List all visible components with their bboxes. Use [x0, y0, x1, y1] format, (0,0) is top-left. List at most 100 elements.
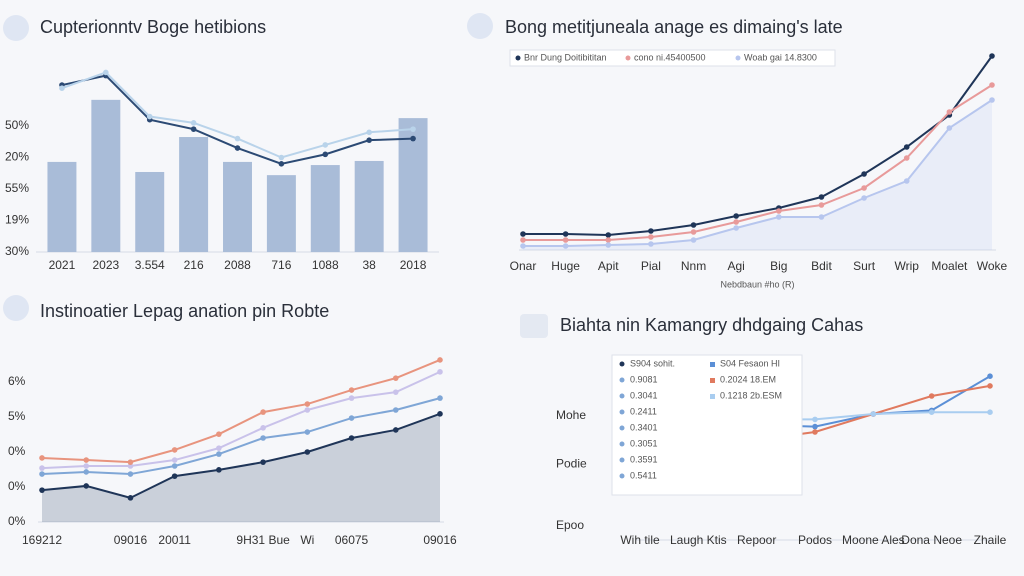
point — [520, 237, 526, 243]
x-tick-label: 06075 — [335, 533, 369, 547]
point — [103, 69, 109, 76]
point — [562, 237, 569, 243]
bar — [310, 165, 340, 252]
legend-marker — [515, 55, 521, 61]
x-tick-label: 09016 — [423, 533, 457, 547]
point — [260, 435, 266, 441]
point — [190, 120, 197, 126]
point — [39, 465, 45, 471]
point — [392, 427, 399, 433]
point — [322, 142, 329, 148]
icon — [3, 15, 29, 41]
point — [304, 449, 311, 455]
point — [127, 471, 134, 477]
legend-marker — [619, 473, 625, 479]
point — [278, 154, 285, 161]
icon — [3, 295, 29, 321]
x-tick-label: 169212 — [22, 533, 62, 547]
x-tick-label: Podos — [798, 533, 832, 547]
x-tick-label: 716 — [271, 258, 291, 272]
x-tick-label: Big — [770, 259, 787, 273]
y-tick-label: 0% — [8, 514, 26, 528]
point — [83, 469, 90, 475]
point — [39, 487, 45, 493]
x-tick-label: 2021 — [49, 258, 76, 272]
line — [41, 412, 441, 499]
point — [818, 194, 825, 200]
point — [216, 467, 222, 473]
chart-title: Bong metitjuneala anage es dimaing's lat… — [505, 17, 843, 37]
bar — [179, 137, 209, 252]
y-tick-label: 5% — [8, 409, 26, 423]
point — [234, 145, 241, 151]
point — [437, 369, 443, 375]
point — [987, 409, 993, 416]
icon — [520, 314, 548, 338]
y-tick-label: 50% — [5, 118, 29, 132]
x-tick-label: 20011 — [158, 533, 191, 547]
x-tick-label: Wih tile — [620, 533, 660, 547]
x-tick-label: Wi — [300, 533, 314, 547]
point — [348, 387, 355, 393]
bar — [266, 175, 296, 252]
x-tick-label: 2088 — [224, 258, 251, 272]
point — [392, 407, 399, 413]
point — [928, 409, 935, 416]
point — [861, 171, 867, 177]
chart-title: Instinoatier Lepag anation pin Robte — [40, 301, 329, 321]
point — [392, 375, 399, 381]
point — [605, 242, 612, 248]
point — [946, 109, 953, 115]
point — [260, 459, 266, 465]
area — [523, 100, 992, 250]
x-tick-label: Bdit — [811, 259, 832, 273]
point — [946, 125, 953, 131]
point — [605, 237, 612, 243]
point — [437, 357, 443, 363]
point — [127, 495, 134, 501]
point — [216, 431, 222, 437]
legend-label: 0.2411 — [630, 406, 657, 416]
point — [348, 415, 355, 421]
point — [39, 455, 45, 461]
point — [392, 389, 399, 395]
point — [903, 155, 910, 161]
point — [989, 53, 995, 59]
legend-marker — [735, 55, 741, 61]
point — [987, 373, 993, 380]
point — [216, 445, 222, 451]
point — [348, 395, 355, 401]
point — [260, 425, 266, 431]
bar — [91, 99, 121, 252]
point — [304, 429, 311, 435]
x-tick-label: 1088 — [312, 258, 339, 272]
legend-marker — [619, 457, 625, 463]
point — [648, 234, 654, 240]
point — [437, 395, 443, 401]
point — [733, 219, 739, 225]
point — [171, 447, 178, 453]
y-tick-label: Podie — [556, 457, 587, 471]
y-tick-label: 0% — [8, 444, 26, 458]
point — [366, 137, 372, 143]
point — [83, 457, 90, 463]
legend-marker — [625, 55, 631, 61]
legend-marker — [619, 393, 625, 399]
point — [605, 232, 612, 238]
x-tick-label: Repoor — [737, 533, 776, 547]
x-tick-label: Pial — [641, 259, 661, 273]
line — [41, 370, 441, 470]
y-tick-label: 20% — [5, 150, 29, 164]
legend-label: S04 Fesaon HI — [720, 358, 780, 368]
point — [690, 229, 697, 235]
point — [304, 401, 311, 407]
legend-label: 0.3401 — [630, 422, 658, 432]
point — [812, 423, 818, 430]
line — [41, 359, 441, 464]
bar — [47, 161, 77, 252]
chart-title: Biahta nin Kamangry dhdgaing Cahas — [560, 315, 863, 335]
point — [861, 185, 867, 191]
point — [410, 126, 416, 132]
y-tick-label: Epoo — [556, 518, 584, 532]
